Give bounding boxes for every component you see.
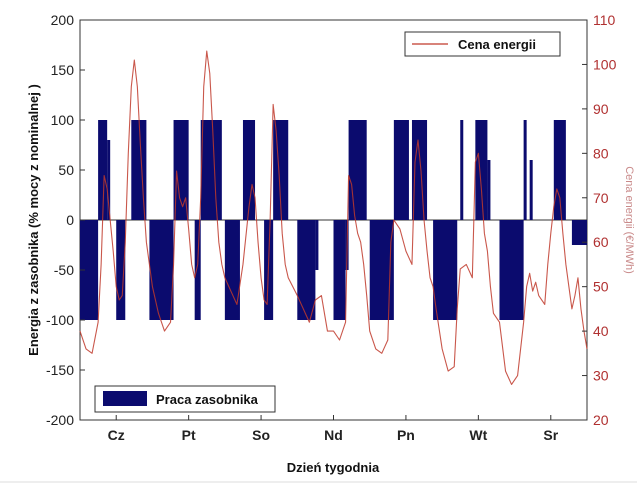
legend-bars: Praca zasobnika — [94, 385, 276, 413]
left-tick-label: 0 — [66, 212, 74, 228]
storage-bar — [348, 120, 367, 220]
storage-bar — [475, 120, 488, 220]
x-tick-label: Sr — [543, 427, 558, 443]
price-line — [79, 50, 588, 385]
storage-bar — [297, 220, 316, 320]
storage-bar — [107, 140, 111, 220]
x-tick-label: Pn — [397, 427, 415, 443]
legend-bars-swatch — [103, 391, 147, 406]
storage-bar — [242, 120, 256, 220]
x-tick-label: Pt — [182, 427, 196, 443]
right-tick-label: 90 — [593, 101, 609, 117]
storage-bar — [98, 120, 108, 220]
right-tick-label: 30 — [593, 368, 609, 384]
storage-bar — [487, 160, 491, 220]
y-axis-title: Energia z zasobnika (% mocy z nominalnej… — [26, 84, 41, 356]
legend-bars-label: Praca zasobnika — [156, 392, 259, 407]
x-tick-label: Cz — [108, 427, 125, 443]
x-tick-label: Nd — [324, 427, 343, 443]
right-tick-label: 50 — [593, 279, 609, 295]
legend-price: Cena energii — [404, 31, 561, 57]
price-line-layer — [79, 50, 588, 385]
x-tick-label: So — [252, 427, 270, 443]
right-axis-ticks: 20 30 40 50 60 70 80 90 100 110 — [582, 12, 617, 428]
storage-bar — [433, 220, 458, 320]
storage-bar — [333, 220, 346, 320]
storage-bar — [460, 120, 464, 220]
storage-bar — [523, 120, 527, 220]
storage-bar — [411, 120, 428, 220]
storage-bar — [224, 220, 240, 320]
legend-price-label: Cena energii — [458, 37, 536, 52]
right-tick-label: 20 — [593, 412, 609, 428]
left-tick-label: 150 — [51, 62, 75, 78]
storage-bar — [553, 120, 566, 220]
storage-bar — [116, 220, 126, 320]
storage-bar — [315, 220, 319, 270]
storage-bar — [194, 220, 201, 320]
storage-bar — [149, 220, 174, 320]
right-tick-label: 110 — [593, 12, 616, 28]
storage-bar — [499, 220, 524, 320]
x-axis-ticks: Cz Pt So Nd Pn Wt Sr — [108, 415, 559, 443]
storage-bar — [393, 120, 409, 220]
storage-bar — [200, 120, 222, 220]
storage-bar — [173, 120, 189, 220]
bars-layer — [80, 120, 587, 320]
left-tick-label: -150 — [46, 362, 74, 378]
storage-bar — [571, 220, 587, 245]
right-tick-label: 60 — [593, 234, 609, 250]
left-tick-label: 200 — [51, 12, 75, 28]
left-tick-label: 50 — [58, 162, 74, 178]
legend-price-box — [404, 31, 561, 57]
right-tick-label: 80 — [593, 145, 609, 161]
right-tick-label: 100 — [593, 56, 617, 72]
left-tick-label: -200 — [46, 412, 74, 428]
storage-bar — [80, 220, 99, 320]
left-tick-label: -100 — [46, 312, 74, 328]
x-tick-label: Wt — [469, 427, 487, 443]
y2-axis-title: Cena energii (€/MWh) — [623, 166, 635, 274]
storage-bar — [529, 160, 533, 220]
left-tick-label: -50 — [54, 262, 74, 278]
right-tick-label: 70 — [593, 190, 609, 206]
x-axis-title: Dzień tygodnia — [287, 460, 380, 475]
left-tick-label: 100 — [51, 112, 75, 128]
right-tick-label: 40 — [593, 323, 609, 339]
left-axis-ticks: -200 -150 -100 -50 0 50 100 150 200 — [46, 12, 85, 428]
storage-bar — [131, 120, 147, 220]
